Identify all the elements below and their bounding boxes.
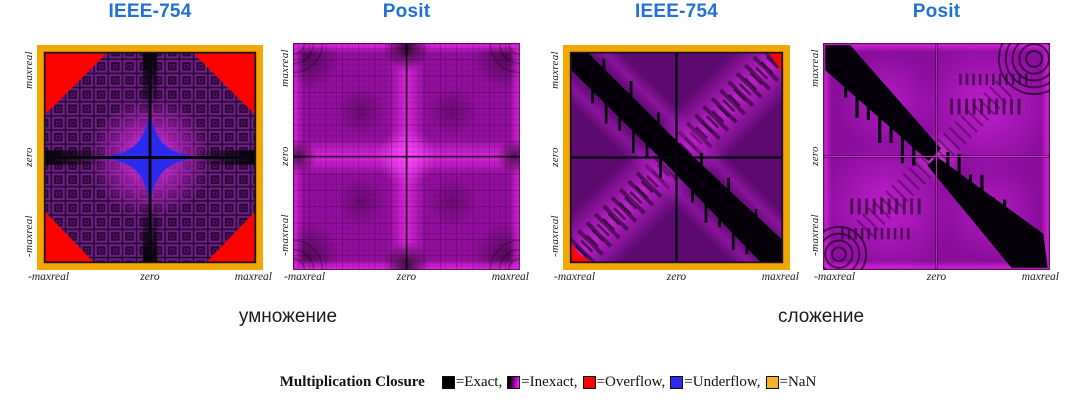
panel-title: IEEE-754	[635, 1, 718, 22]
y-axis-label-neg-maxreal: -maxreal	[279, 214, 291, 256]
panel-posit-addition: Posit maxreal zero -maxreal	[807, 0, 1059, 300]
legend-entry-nan: =NaN	[765, 374, 817, 391]
legend-entry-label: =Exact,	[455, 374, 503, 390]
x-axis-label-maxreal: maxreal	[234, 271, 272, 283]
x-axis: -maxreal zero maxreal	[28, 271, 272, 286]
x-axis-label-zero: zero	[140, 271, 160, 283]
x-axis-label-zero: zero	[926, 271, 947, 283]
y-axis-label-maxreal: maxreal	[279, 49, 291, 87]
x-axis-label-zero: zero	[666, 271, 687, 283]
closure-heatmap-posit-addition	[823, 43, 1050, 270]
panel-title: IEEE-754	[108, 1, 192, 22]
heatmap-image	[823, 43, 1050, 270]
caption-multiplication: умножение	[238, 306, 338, 327]
x-axis: -maxreal zero maxreal	[554, 271, 799, 286]
inexact-swatch	[507, 376, 521, 389]
legend-entry-label: =NaN	[779, 374, 817, 390]
x-axis: -maxreal zero maxreal	[814, 271, 1059, 286]
panel-posit-multiplication: Posit maxreal zero -maxreal	[277, 0, 529, 300]
x-axis-label-neg-maxreal: -maxreal	[28, 271, 70, 283]
panel-ieee754-addition: IEEE-754 maxreal zero -maxreal	[547, 0, 799, 300]
legend-entry-label: =Overflow,	[596, 374, 666, 390]
y-axis-label-maxreal: maxreal	[549, 51, 561, 89]
legend: Multiplication Closure =Exact, =Inexact,…	[8, 374, 1080, 391]
exact-swatch	[441, 376, 455, 389]
x-axis-label-maxreal: maxreal	[761, 271, 799, 283]
x-axis-label-neg-maxreal: -maxreal	[284, 271, 326, 283]
x-axis-label-zero: zero	[396, 271, 417, 283]
x-axis-label-neg-maxreal: -maxreal	[814, 271, 856, 283]
legend-entry-inexact: =Inexact,	[507, 374, 578, 391]
panel-title: Posit	[382, 1, 431, 22]
legend-entry-overflow: =Overflow,	[582, 374, 666, 391]
closure-heatmap-ieee754-addition	[563, 45, 790, 270]
y-axis-label-maxreal: maxreal	[809, 49, 821, 87]
closure-heatmap-ieee754-multiplication	[37, 45, 263, 270]
legend-entry-exact: =Exact,	[441, 374, 503, 391]
y-axis-label-neg-maxreal: -maxreal	[549, 215, 561, 257]
y-axis-label-zero: zero	[809, 146, 821, 166]
underflow-swatch	[670, 376, 684, 389]
legend-entry-underflow: =Underflow,	[670, 374, 761, 391]
y-axis-label-zero: zero	[23, 147, 35, 167]
y-axis-label-zero: zero	[549, 147, 561, 167]
x-axis-label-neg-maxreal: -maxreal	[554, 271, 596, 283]
legend-entry-label: =Inexact,	[521, 374, 578, 390]
legend-entry-label: =Underflow,	[684, 374, 761, 390]
y-axis-label-maxreal: maxreal	[23, 51, 35, 89]
closure-heatmap-posit-multiplication	[293, 43, 520, 270]
y-axis-label-neg-maxreal: -maxreal	[809, 214, 821, 256]
heatmap-image	[293, 43, 520, 270]
heatmap-image	[563, 45, 790, 270]
y-axis-label-zero: zero	[279, 146, 291, 166]
panel-ieee754-multiplication: IEEE-754 maxreal zero -maxreal	[21, 0, 272, 300]
nan-swatch	[765, 376, 779, 389]
legend-title: Multiplication Closure	[279, 374, 425, 390]
x-axis-label-maxreal: maxreal	[491, 271, 529, 283]
x-axis-label-maxreal: maxreal	[1021, 271, 1059, 283]
caption-addition: сложение	[777, 306, 865, 327]
x-axis: -maxreal zero maxreal	[284, 271, 529, 286]
overflow-swatch	[582, 376, 596, 389]
y-axis-label-neg-maxreal: -maxreal	[23, 215, 35, 257]
heatmap-image	[37, 45, 263, 270]
panel-title: Posit	[912, 1, 961, 22]
